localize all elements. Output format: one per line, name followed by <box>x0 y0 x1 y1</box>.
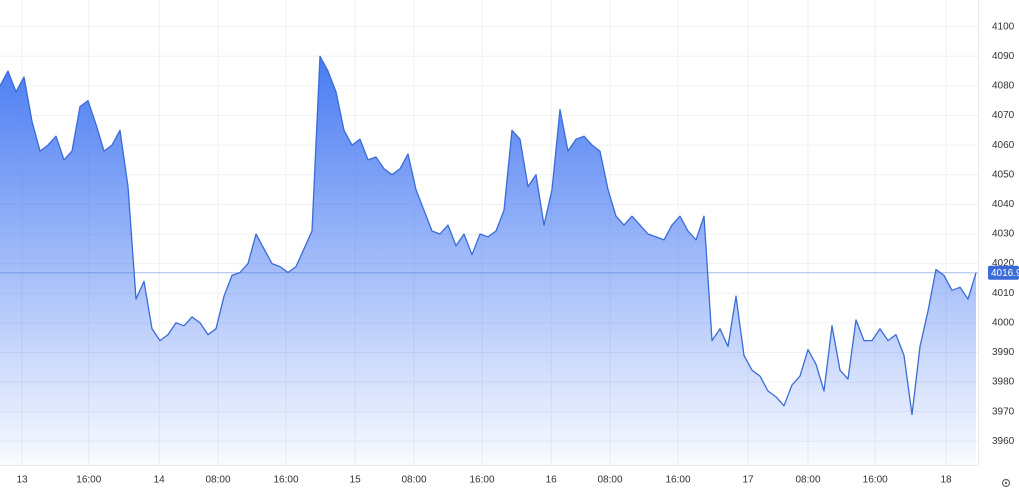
x-tick-label: 13 <box>16 475 28 486</box>
x-tick-label: 16:00 <box>863 475 888 486</box>
x-tick-label: 16:00 <box>469 475 494 486</box>
x-tick-label: 16:00 <box>76 475 101 486</box>
x-tick-label: 17 <box>742 475 754 486</box>
y-tick-label: 4090 <box>992 51 1015 62</box>
y-tick-label: 4000 <box>992 317 1015 328</box>
y-tick-label: 4080 <box>992 81 1015 92</box>
plot-area <box>0 55 978 466</box>
y-tick-label: 4020 <box>992 258 1015 269</box>
x-tick-label: 16:00 <box>273 475 298 486</box>
x-tick-label: 08:00 <box>205 475 230 486</box>
x-tick-label: 14 <box>154 475 166 486</box>
x-tick-label: 16 <box>546 475 558 486</box>
settings-icon[interactable] <box>1001 478 1011 488</box>
y-tick-label: 3970 <box>992 406 1015 417</box>
x-tick-label: 08:00 <box>401 475 426 486</box>
y-tick-label: 4070 <box>992 110 1015 121</box>
y-tick-label: 3960 <box>992 436 1015 447</box>
x-tick-label: 08:00 <box>597 475 622 486</box>
y-tick-label: 4100 <box>992 21 1015 32</box>
y-tick-label: 4050 <box>992 169 1015 180</box>
y-tick-label: 4030 <box>992 229 1015 240</box>
y-tick-label: 3990 <box>992 347 1015 358</box>
y-tick-label: 4060 <box>992 140 1015 151</box>
axis-labels: 3960 3970 3980 3990 4000 4010 4020 4030 4040 4050… <box>16 21 1019 486</box>
area-fill <box>0 56 976 466</box>
last-price-tag <box>988 265 1019 280</box>
y-tick-label: 4040 <box>992 199 1015 210</box>
last-price-label: 4016.9 <box>991 268 1019 279</box>
x-tick-label: 16:00 <box>665 475 690 486</box>
x-tick-label: 15 <box>350 475 362 486</box>
x-tick-label: 08:00 <box>795 475 820 486</box>
y-tick-label: 4010 <box>992 288 1015 299</box>
x-tick-label: 18 <box>940 475 952 486</box>
price-line <box>0 55 977 416</box>
y-tick-label: 3980 <box>992 377 1015 388</box>
